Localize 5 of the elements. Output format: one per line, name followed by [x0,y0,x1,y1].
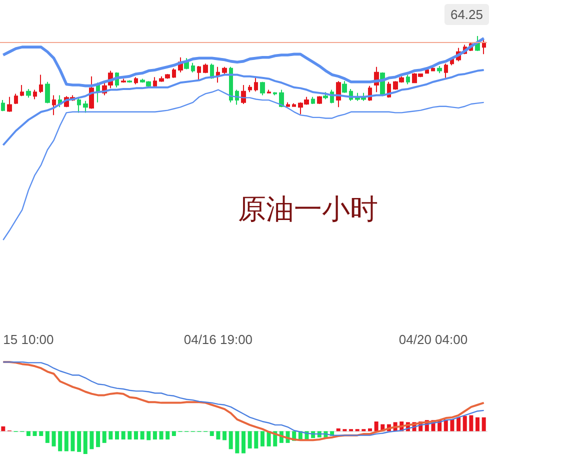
text: 原油一小时 [238,192,378,226]
x-tick-label: 04/16 19:00 [184,332,253,347]
x-tick-label: 15 10:00 [3,332,54,347]
x-tick-label: 04/20 04:00 [398,332,468,347]
text: 64.25 [450,7,484,22]
